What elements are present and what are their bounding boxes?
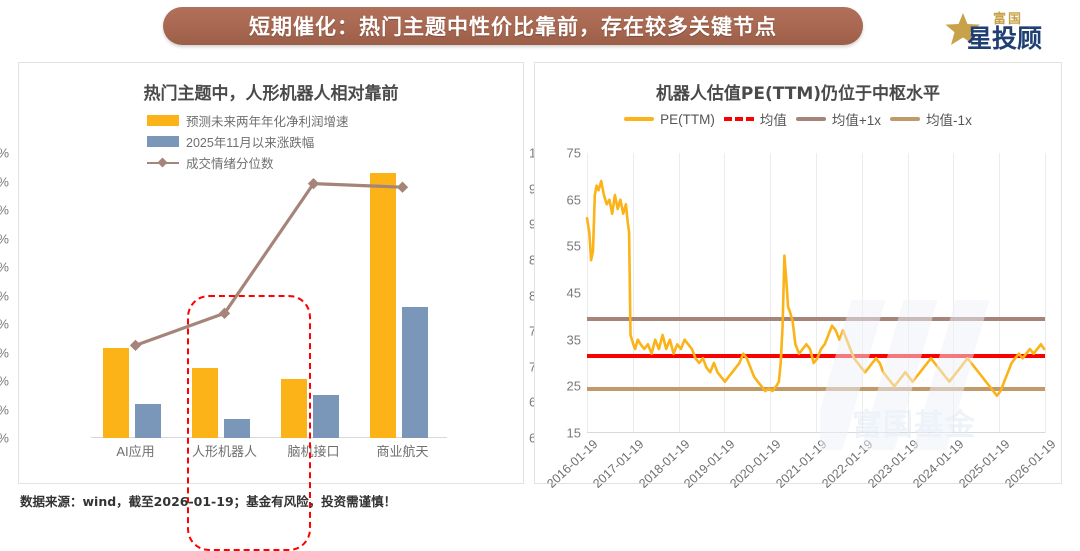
x-axis-label: 脑机接口 — [287, 444, 340, 459]
bar-group: 脑机接口 — [269, 153, 358, 459]
x-axis-label: 商业航天 — [376, 444, 429, 459]
y-axis-tick-left: 60% — [0, 260, 9, 275]
legend-item-pe: PE(TTM) — [624, 112, 715, 127]
legend-item-sentiment: 成交情绪分位数 — [147, 153, 349, 172]
y-axis-tick-left: 70% — [0, 231, 9, 246]
y-axis-tick-left: 90% — [0, 174, 9, 189]
bar-group: AI应用 — [91, 153, 180, 459]
gridline — [907, 153, 909, 433]
gridline — [587, 153, 588, 433]
gridline — [953, 153, 955, 433]
legend-line-pe — [624, 117, 655, 121]
right-chart-panel: 机器人估值PE(TTM)仍位于中枢水平 PE(TTM) 均值 均值+1x 均值-… — [534, 62, 1062, 491]
legend-item-change: 2025年11月以来涨跌幅 — [147, 132, 349, 151]
gridline — [816, 153, 817, 433]
bar-forecast[interactable] — [192, 368, 218, 438]
left-chart-legend: 预测未来两年年化净利润增速 2025年11月以来涨跌幅 成交情绪分位数 — [147, 111, 349, 174]
right-y-axis-tick: 45 — [566, 285, 581, 301]
legend-item-mean-minus: 均值-1x — [890, 109, 972, 129]
legend-item-mean: 均值 — [723, 109, 787, 129]
highlight-box — [187, 295, 311, 551]
reference-line-mean-minus — [587, 386, 1045, 391]
legend-line-mean-minus — [890, 117, 921, 121]
y-axis-tick-left: 30% — [0, 345, 9, 360]
y-axis-tick-left: 0% — [0, 431, 9, 446]
gridline — [770, 153, 772, 433]
legend-label-pe: PE(TTM) — [660, 111, 715, 127]
gridline — [999, 153, 1001, 433]
left-chart-panel: 热门主题中，人形机器人相对靠前 预测未来两年年化净利润增速 2025年11月以来… — [0, 62, 562, 551]
bar-group: 人形机器人 — [180, 153, 269, 459]
y-axis-tick-left: 80% — [0, 203, 9, 218]
y-axis-tick-left: 10% — [0, 402, 9, 417]
pe-line-series — [585, 179, 1046, 397]
bar-forecast[interactable] — [370, 172, 396, 438]
y-axis-tick-left: 50% — [0, 288, 9, 303]
legend-label-mean: 均值 — [759, 113, 787, 128]
legend-label-mean-plus: 均值+1x — [831, 113, 882, 128]
x-axis-label: 人形机器人 — [191, 444, 257, 459]
right-chart-title: 机器人估值PE(TTM)仍位于中枢水平 — [655, 84, 941, 104]
y-axis-tick-left: 100% — [0, 146, 9, 161]
legend-label-sentiment: 成交情绪分位数 — [186, 157, 274, 171]
sentiment-line — [129, 177, 409, 352]
right-y-axis-tick: 75 — [566, 145, 581, 161]
right-x-axis-line — [587, 432, 1045, 433]
left-chart-title: 热门主题中，人形机器人相对靠前 — [143, 84, 399, 104]
logo-main-text: 星投顾 — [967, 24, 1043, 53]
legend-label-forecast: 预测未来两年年化净利润增速 — [186, 115, 349, 129]
right-plot-area: 15 25 35 45 55 65 75 2016-01-19 2017-01-19 2018-… — [544, 146, 1058, 491]
right-y-axis-tick: 55 — [566, 238, 581, 254]
legend-label-change: 2025年11月以来涨跌幅 — [186, 136, 315, 150]
page-header: 短期催化：热门主题中性价比靠前，存在较多关键节点 富国 星投顾 — [0, 0, 1080, 58]
bar-change[interactable] — [313, 394, 339, 438]
legend-line-icon — [147, 157, 179, 168]
reference-line-mean-plus — [587, 316, 1045, 321]
gridline — [724, 153, 726, 433]
gridline — [861, 153, 863, 433]
reference-line-mean — [587, 354, 1045, 358]
legend-line-mean-plus — [795, 117, 826, 121]
legend-line-mean — [723, 117, 754, 121]
gridline — [1045, 153, 1046, 433]
legend-swatch-blue — [147, 136, 179, 147]
y-axis-tick-left: 40% — [0, 317, 9, 332]
bar-forecast[interactable] — [281, 378, 307, 438]
banner: 短期催化：热门主题中性价比靠前，存在较多关键节点 — [163, 7, 863, 45]
bar-change[interactable] — [135, 404, 161, 438]
y-axis-tick-left: 20% — [0, 374, 9, 389]
gridline — [678, 153, 680, 433]
bar-forecast[interactable] — [103, 348, 129, 438]
gridline — [632, 153, 634, 433]
legend-item-forecast: 预测未来两年年化净利润增速 — [147, 111, 349, 130]
legend-item-mean-plus: 均值+1x — [795, 109, 882, 129]
bar-group: 商业航天 — [358, 153, 447, 459]
right-y-axis-tick: 25 — [566, 378, 581, 394]
banner-title: 短期催化：热门主题中性价比靠前，存在较多关键节点 — [249, 15, 777, 39]
bar-change[interactable] — [402, 307, 428, 438]
x-axis-line — [91, 437, 447, 438]
right-chart-legend: PE(TTM) 均值 均值+1x 均值-1x — [535, 109, 1061, 129]
bar-change[interactable] — [224, 419, 250, 438]
right-y-axis-tick: 65 — [566, 192, 581, 208]
x-axis-label: AI应用 — [116, 444, 155, 459]
legend-swatch-orange — [147, 115, 179, 126]
star-icon — [945, 13, 980, 45]
right-y-axis-tick: 35 — [566, 332, 581, 348]
logo-top-text: 富国 — [993, 12, 1024, 27]
source-footer: 数据来源：wind，截至2026-01-19；基金有风险，投资需谨慎！ — [20, 494, 397, 509]
legend-label-mean-minus: 均值-1x — [926, 113, 972, 128]
right-y-axis-tick: 15 — [566, 425, 581, 441]
brand-logo: 富国 星投顾 — [945, 4, 1071, 53]
